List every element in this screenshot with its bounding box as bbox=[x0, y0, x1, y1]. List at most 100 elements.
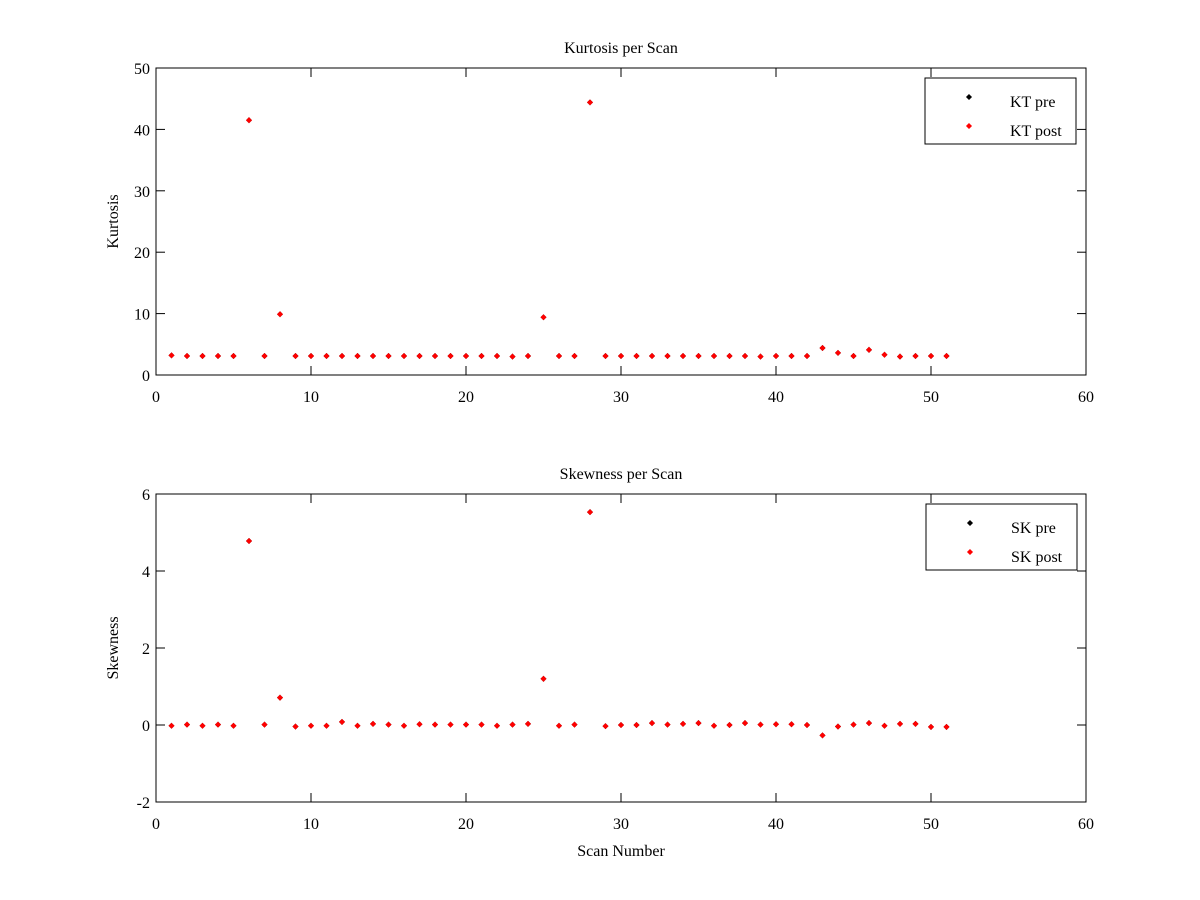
legend-box bbox=[924, 77, 1077, 145]
data-point bbox=[757, 353, 764, 360]
data-point bbox=[462, 352, 470, 359]
data-point bbox=[617, 721, 625, 729]
data-point bbox=[168, 352, 175, 359]
data-point bbox=[555, 722, 563, 729]
data-point bbox=[571, 352, 578, 359]
data-point bbox=[943, 723, 950, 730]
data-point bbox=[726, 352, 733, 359]
data-point bbox=[555, 352, 563, 359]
x-tick-label: 50 bbox=[923, 389, 939, 406]
data-point bbox=[602, 723, 609, 730]
series-post bbox=[168, 509, 950, 739]
data-point bbox=[369, 352, 377, 359]
y-tick-label: 10 bbox=[134, 307, 150, 324]
data-point bbox=[447, 721, 454, 728]
legend-marker bbox=[966, 519, 974, 527]
chart-title: Kurtosis per Scan bbox=[564, 40, 678, 57]
y-tick-label: 50 bbox=[134, 61, 150, 78]
data-point bbox=[261, 352, 268, 359]
data-point bbox=[540, 675, 547, 682]
series-post bbox=[168, 99, 950, 360]
data-point bbox=[493, 352, 501, 359]
data-point bbox=[307, 722, 315, 729]
data-point bbox=[509, 721, 516, 728]
y-tick-label: 20 bbox=[134, 245, 150, 262]
data-point bbox=[338, 718, 346, 725]
y-tick-label: 0 bbox=[142, 368, 150, 385]
x-tick-label: 40 bbox=[768, 389, 784, 406]
data-point bbox=[168, 722, 175, 729]
data-point bbox=[431, 721, 439, 728]
data-point bbox=[896, 353, 904, 360]
data-point bbox=[245, 537, 253, 544]
legend-box bbox=[925, 503, 1078, 571]
data-point bbox=[695, 720, 702, 727]
data-point bbox=[896, 720, 904, 727]
data-point bbox=[416, 352, 423, 359]
data-point bbox=[230, 722, 237, 729]
data-point bbox=[633, 721, 640, 729]
data-point bbox=[881, 722, 888, 729]
data-point bbox=[462, 721, 470, 728]
data-point bbox=[602, 352, 609, 359]
data-point bbox=[850, 721, 857, 728]
data-point bbox=[369, 720, 377, 727]
data-point bbox=[679, 352, 687, 359]
y-axis-label: Kurtosis bbox=[105, 194, 122, 248]
legend-label: KT post bbox=[1010, 123, 1062, 140]
data-point bbox=[664, 352, 671, 359]
data-point bbox=[571, 721, 578, 728]
x-tick-label: 0 bbox=[152, 816, 160, 833]
legend-marker bbox=[966, 548, 974, 556]
legend-label: SK pre bbox=[1011, 520, 1056, 537]
legend: KT pre KT post bbox=[924, 77, 1077, 145]
data-point bbox=[292, 723, 299, 730]
data-point bbox=[617, 352, 625, 359]
x-tick-label: 10 bbox=[303, 816, 319, 833]
x-tick-label: 10 bbox=[303, 389, 319, 406]
x-tick-label: 0 bbox=[152, 389, 160, 406]
data-point bbox=[695, 352, 702, 359]
data-point bbox=[757, 721, 764, 728]
kurtosis-axes: 0 10 20 30 40 50 60 0 10 20 30 40 50 Kurtosis per Sca… bbox=[105, 40, 1094, 406]
data-point bbox=[385, 352, 392, 359]
data-point bbox=[850, 352, 857, 359]
data-point bbox=[912, 720, 919, 727]
y-tick-label: -2 bbox=[137, 795, 150, 812]
x-tick-label: 20 bbox=[458, 389, 474, 406]
data-point bbox=[214, 721, 222, 728]
data-point bbox=[664, 721, 671, 728]
data-point bbox=[586, 99, 594, 106]
data-point bbox=[478, 352, 485, 359]
data-point bbox=[819, 732, 826, 739]
data-point bbox=[214, 352, 222, 359]
y-tick-label: 0 bbox=[142, 718, 150, 735]
data-point bbox=[648, 720, 656, 727]
data-point bbox=[834, 349, 842, 356]
data-point bbox=[819, 344, 826, 352]
legend-marker bbox=[965, 93, 973, 101]
data-point bbox=[726, 721, 733, 729]
data-point bbox=[710, 352, 718, 359]
data-point bbox=[865, 346, 873, 353]
data-point bbox=[679, 720, 687, 727]
data-point bbox=[788, 721, 795, 728]
data-point bbox=[183, 721, 191, 728]
y-axis-label: Skewness bbox=[105, 616, 122, 679]
data-point bbox=[648, 352, 656, 359]
data-point bbox=[834, 723, 842, 730]
data-point bbox=[509, 353, 516, 360]
y-tick-label: 4 bbox=[142, 564, 150, 581]
x-tick-label: 30 bbox=[613, 389, 629, 406]
data-point bbox=[478, 721, 485, 728]
data-point bbox=[881, 351, 888, 358]
data-point bbox=[323, 722, 330, 729]
data-point bbox=[586, 509, 594, 516]
data-point bbox=[524, 720, 532, 727]
data-point bbox=[276, 694, 284, 701]
data-point bbox=[943, 352, 950, 359]
data-point bbox=[927, 723, 935, 730]
data-point bbox=[493, 722, 501, 729]
